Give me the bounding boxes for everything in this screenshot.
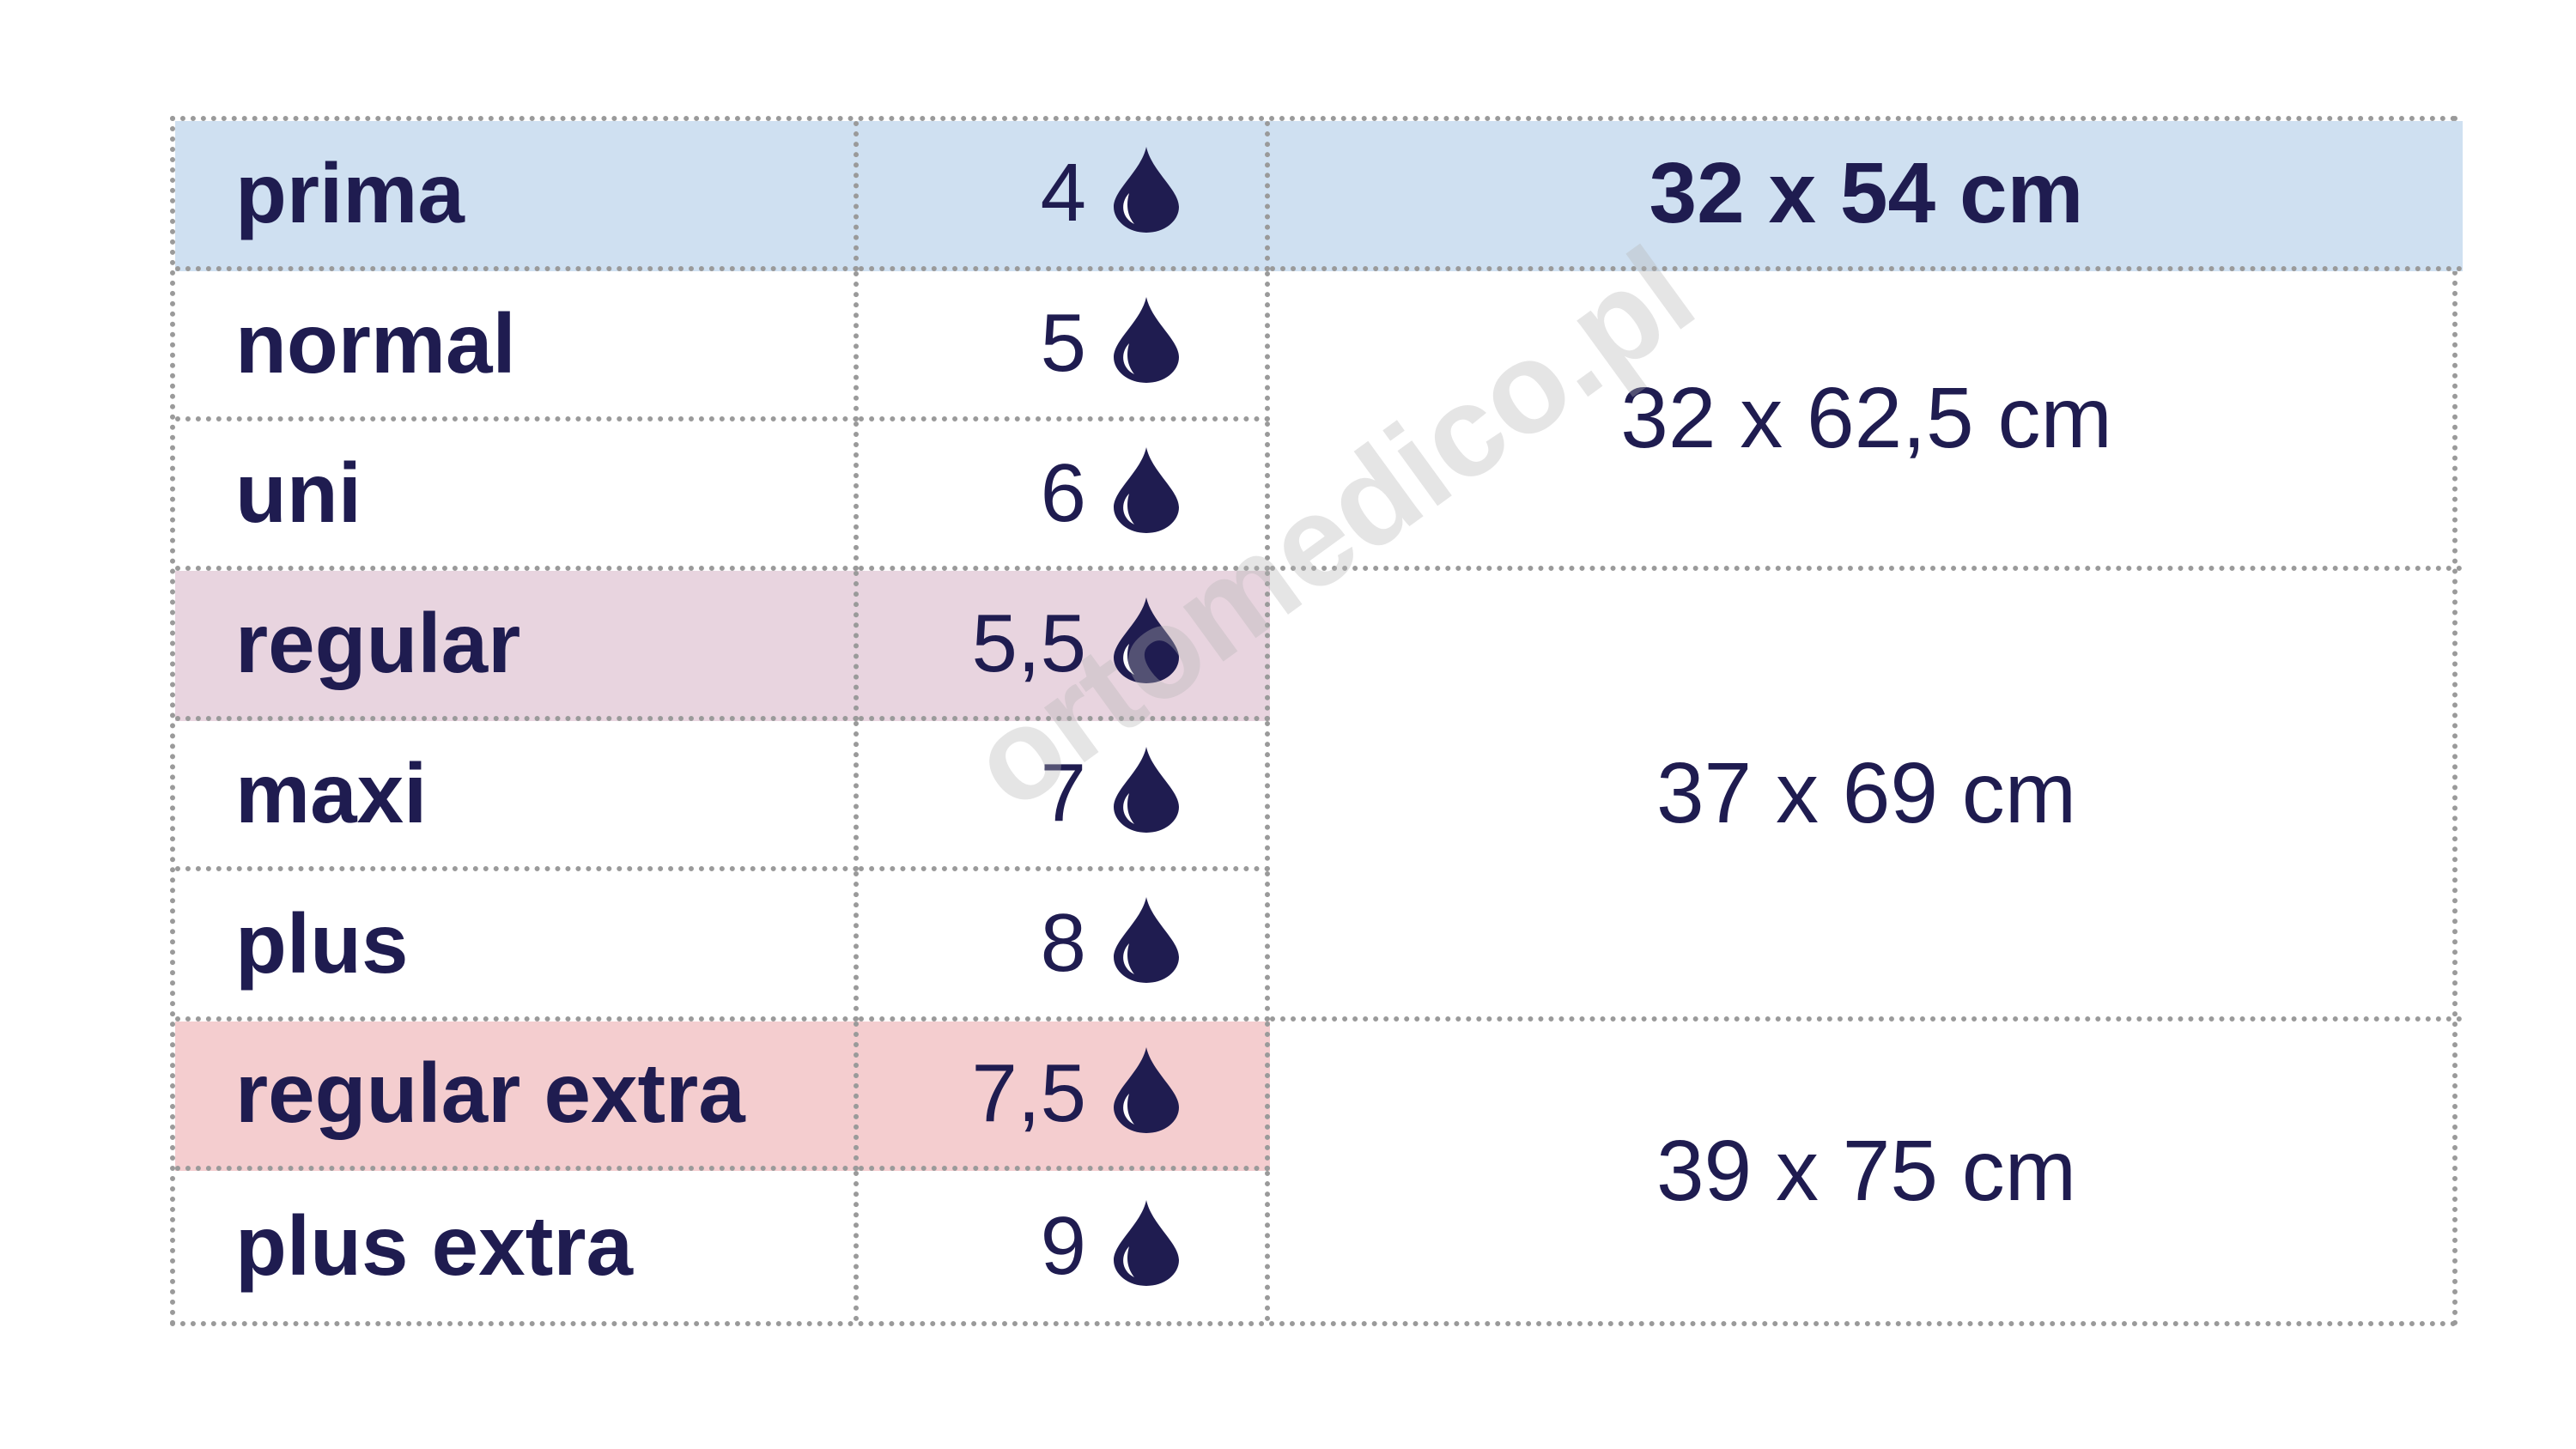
product-name: regular extra [175,1021,859,1172]
size-cell: 32 x 62,5 cm [1270,271,2463,572]
absorbency-cell: 7 [859,721,1270,871]
drop-icon [1110,597,1182,685]
size-cell: 39 x 75 cm [1656,1122,2077,1219]
absorbency-cell: 9 [859,1171,1270,1321]
product-name: uni [175,421,859,572]
size-cell: 37 x 69 cm [1270,571,2463,1022]
absorbency-value: 6 [1040,446,1086,539]
drop-icon [1110,1199,1182,1288]
absorbency-cell: 6 [859,421,1270,572]
absorbency-value: 5,5 [971,597,1086,689]
product-name: maxi [175,721,859,871]
absorbency-cell: 4 [859,121,1270,271]
absorbency-cell: 7,5 [859,1021,1270,1172]
product-name: normal [175,270,859,421]
absorbency-value: 4 [1040,147,1086,239]
absorbency-value: 5 [1040,297,1086,390]
product-name: regular [175,571,859,721]
drop-icon [1110,446,1182,535]
absorbency-cell: 5,5 [859,571,1270,721]
drop-icon [1110,1046,1182,1135]
absorbency-value: 7 [1040,747,1086,840]
drop-icon [1110,897,1182,985]
absorbency-cell: 8 [859,870,1270,1022]
absorbency-cell: 5 [859,270,1270,421]
size-table: prima 4 normal 5 uni 6 regular 5,5 maxi 7 plus 8 reg… [170,116,2463,1326]
absorbency-value: 7,5 [971,1046,1086,1139]
product-name: prima [175,121,859,271]
product-name: plus [175,870,859,1022]
drop-icon [1110,297,1182,385]
drop-icon [1110,147,1182,234]
absorbency-value: 8 [1040,897,1086,990]
drop-icon [1110,747,1182,834]
product-name: plus extra [175,1171,859,1321]
absorbency-value: 9 [1040,1199,1086,1292]
size-cell: 32 x 54 cm [1270,121,2463,271]
